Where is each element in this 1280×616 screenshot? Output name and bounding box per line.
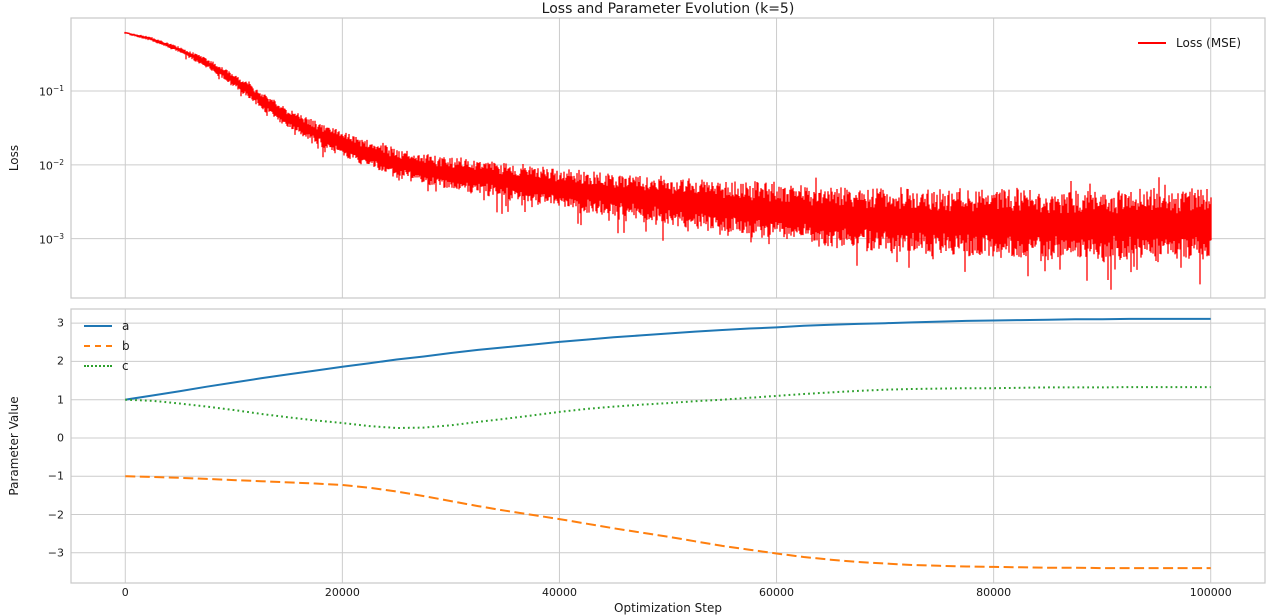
x-tick-label: 0 xyxy=(121,586,129,599)
series-a-legend-label: a xyxy=(122,319,130,333)
x-tick-label: 100000 xyxy=(1189,586,1232,599)
params-grid xyxy=(71,309,1265,583)
x-tick-label: 40000 xyxy=(541,586,577,599)
loss-legend-label: Loss (MSE) xyxy=(1176,36,1242,50)
params-legend-entry-c: c xyxy=(84,356,130,376)
series-b-line xyxy=(125,475,1211,570)
loss-axes-frame xyxy=(70,17,1266,299)
series-c-legend-label: c xyxy=(122,359,129,373)
x-tick-label: 80000 xyxy=(976,586,1012,599)
loss-y-tick-label: 10−3 xyxy=(38,231,64,246)
series-c-legend-line xyxy=(84,365,112,367)
series-b-legend-line xyxy=(84,345,112,347)
loss-legend: Loss (MSE) xyxy=(1138,33,1241,53)
loss-curve xyxy=(124,31,1212,290)
loss-y-axis-label: Loss xyxy=(7,144,21,172)
params-y-tick-label: −3 xyxy=(47,546,64,560)
loss-legend-line xyxy=(1138,42,1166,44)
loss-y-tick-label: 10−2 xyxy=(38,157,64,173)
series-a-line xyxy=(125,317,1211,401)
params-y-tick-label: −2 xyxy=(47,508,64,521)
params-axes-frame xyxy=(70,308,1266,584)
x-axis-label: Optimization Step xyxy=(614,601,722,615)
series-a-legend-line xyxy=(84,325,112,327)
params-legend: a b c xyxy=(84,316,130,376)
chart-title: Loss and Parameter Evolution (k=5) xyxy=(541,1,795,17)
x-tick-label: 60000 xyxy=(759,586,795,599)
loss-y-tick-label: 10−1 xyxy=(38,83,64,99)
params-y-tick-label: 2 xyxy=(57,354,64,368)
params-y-tick-label: −1 xyxy=(47,469,64,483)
params-legend-entry-b: b xyxy=(84,336,130,356)
loss-legend-entry: Loss (MSE) xyxy=(1138,33,1241,53)
series-c-line xyxy=(125,386,1211,430)
params-y-tick-label: 1 xyxy=(57,393,64,407)
params-y-tick-label: 0 xyxy=(57,431,64,445)
params-y-tick-label: 3 xyxy=(57,316,64,330)
series-b-legend-label: b xyxy=(122,339,130,353)
params-y-axis-label: Parameter Value xyxy=(7,396,21,496)
params-legend-entry-a: a xyxy=(84,316,130,336)
x-tick-label: 20000 xyxy=(324,586,360,599)
